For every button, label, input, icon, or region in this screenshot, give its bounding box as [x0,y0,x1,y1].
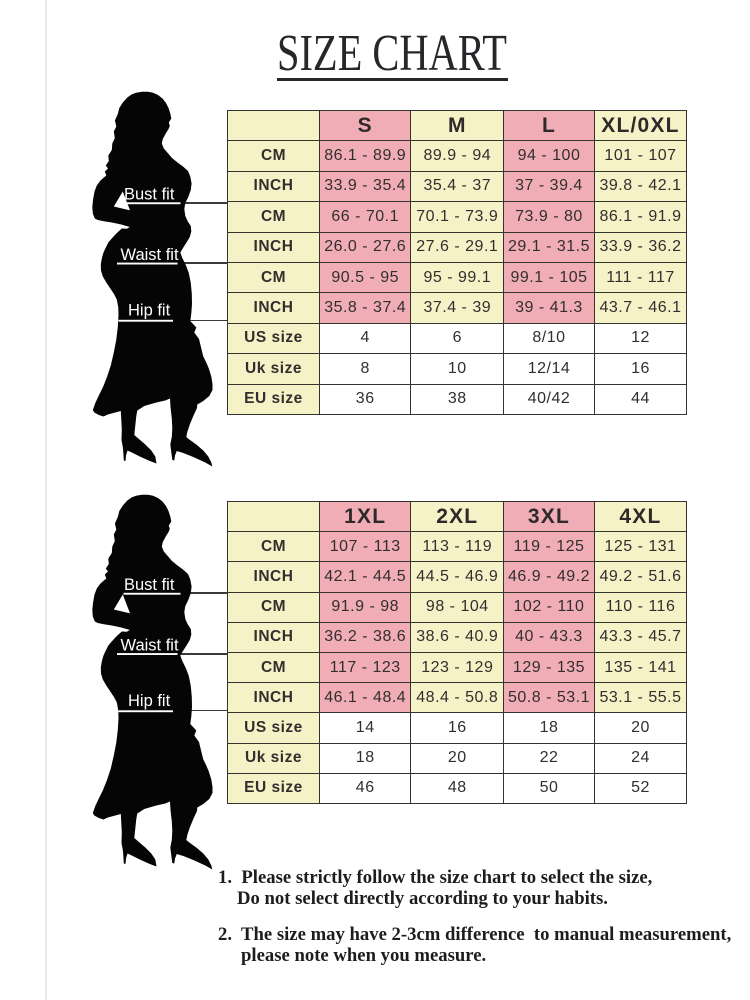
svg-text:Bust fit: Bust fit [124,185,175,203]
svg-text:Bust fit: Bust fit [124,576,175,594]
svg-text:Hip fit: Hip fit [128,692,171,710]
svg-text:Hip fit: Hip fit [128,301,171,319]
svg-text:Waist fit: Waist fit [121,246,179,264]
svg-text:Waist fit: Waist fit [121,637,179,655]
